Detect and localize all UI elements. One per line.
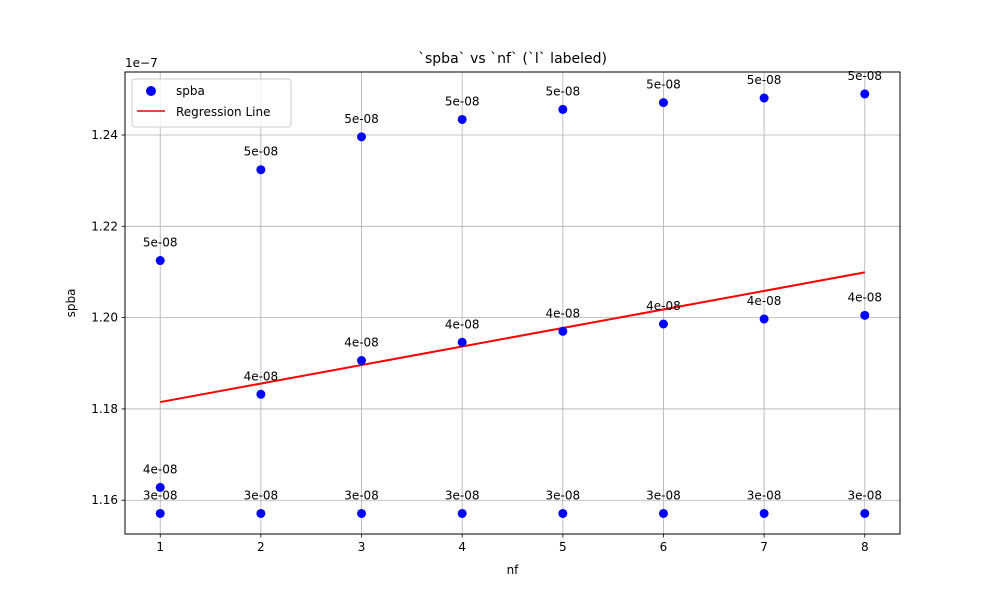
scatter-point	[860, 310, 870, 320]
scatter-point	[860, 508, 870, 518]
scatter-point	[256, 508, 266, 518]
x-axis-label: nf	[507, 563, 520, 577]
point-label: 3e-08	[445, 488, 480, 502]
scatter-point	[457, 114, 467, 124]
legend-box	[131, 78, 292, 128]
legend-marker-spba	[146, 86, 156, 96]
chart-title: `spba` vs `nf` (`l` labeled)	[418, 51, 607, 67]
scatter-point	[357, 356, 367, 366]
point-label: 3e-08	[747, 488, 782, 502]
point-label: 4e-08	[847, 290, 882, 304]
point-label: 4e-08	[445, 317, 480, 331]
scatter-point	[357, 132, 367, 142]
scatter-point	[155, 256, 165, 266]
scatter-point	[457, 337, 467, 347]
scatter-point	[155, 508, 165, 518]
point-label: 3e-08	[546, 488, 581, 502]
scatter-point	[457, 508, 467, 518]
scatter-point	[558, 508, 568, 518]
scatter-point	[860, 89, 870, 99]
scatter-points	[155, 89, 870, 518]
scatter-point	[759, 508, 769, 518]
scatter-point	[558, 104, 568, 114]
point-label: 5e-08	[344, 112, 379, 126]
scatter-point	[658, 319, 668, 329]
scatter-point	[155, 482, 165, 492]
y-tick-label: 1.20	[91, 311, 118, 325]
regression-line	[160, 271, 865, 404]
point-label: 3e-08	[646, 488, 681, 502]
point-label: 5e-08	[445, 94, 480, 108]
legend: spba Regression Line	[131, 78, 292, 128]
scatter-point	[759, 93, 769, 103]
point-label: 4e-08	[244, 369, 279, 383]
point-label: 3e-08	[143, 488, 178, 502]
x-tick-label: 2	[257, 540, 265, 554]
legend-label-spba: spba	[176, 84, 205, 98]
point-label: 5e-08	[646, 78, 681, 92]
scatter-point	[558, 326, 568, 336]
point-label: 5e-08	[747, 73, 782, 87]
point-label: 3e-08	[244, 488, 279, 502]
point-label: 4e-08	[546, 306, 581, 320]
y-tick-label: 1.24	[91, 128, 118, 142]
point-label: 4e-08	[747, 294, 782, 308]
x-tick-label: 6	[660, 540, 668, 554]
grid	[125, 72, 900, 534]
plot-frame	[124, 71, 901, 535]
y-tick-label: 1.16	[91, 493, 118, 507]
point-label: 4e-08	[143, 462, 178, 476]
y-axis-offset-text: 1e−7	[125, 56, 158, 70]
x-tick-label: 5	[559, 540, 567, 554]
point-label: 4e-08	[646, 299, 681, 313]
point-labels: 3e-08 4e-08 5e-08 3e-08 4e-08 5e-08 3e-08 4e-08…	[143, 69, 882, 503]
legend-label-regression: Regression Line	[176, 105, 270, 119]
x-tick-label: 1	[156, 540, 164, 554]
point-label: 5e-08	[244, 145, 279, 159]
point-label: 5e-08	[546, 84, 581, 98]
scatter-point	[256, 389, 266, 399]
scatter-point	[658, 98, 668, 108]
y-tick-label: 1.18	[91, 402, 118, 416]
x-tick-label: 7	[760, 540, 768, 554]
scatter-point	[658, 508, 668, 518]
axis-ticks: 1 2 3 4 5 6 7 8 1.16 1.18 1.20 1.22 1.24	[91, 128, 868, 554]
scatter-point	[256, 165, 266, 175]
x-tick-label: 4	[458, 540, 466, 554]
scatter-point	[759, 314, 769, 324]
point-label: 5e-08	[143, 236, 178, 250]
scatter-point	[357, 508, 367, 518]
point-label: 5e-08	[847, 69, 882, 83]
point-label: 4e-08	[344, 336, 379, 350]
x-tick-label: 8	[861, 540, 869, 554]
y-axis-label: spba	[64, 289, 78, 318]
point-label: 3e-08	[344, 488, 379, 502]
y-tick-label: 1.22	[91, 219, 118, 233]
point-label: 3e-08	[847, 488, 882, 502]
x-tick-label: 3	[358, 540, 366, 554]
regression-line-layer	[160, 271, 865, 404]
